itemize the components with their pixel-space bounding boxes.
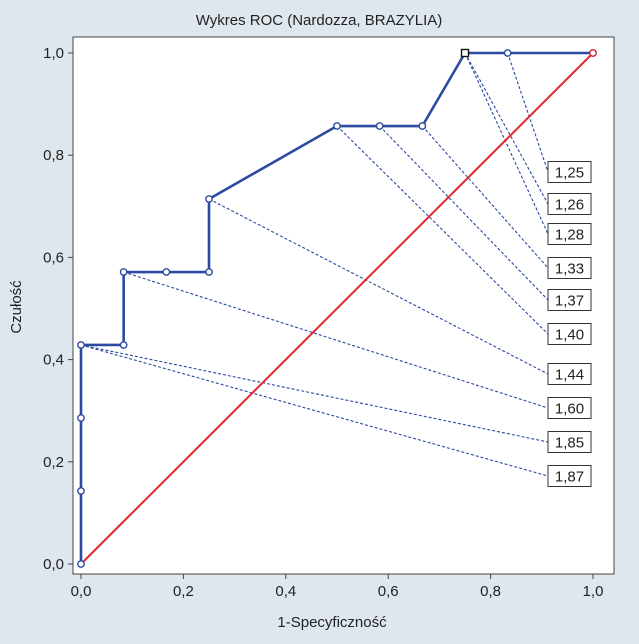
cutoff-label: 1,37 <box>555 293 584 310</box>
cutoff-label: 1,28 <box>555 227 584 244</box>
roc-point <box>77 414 85 422</box>
reference-end-point <box>589 49 597 57</box>
cutoff-label: 1,26 <box>555 197 584 214</box>
roc-point <box>119 268 128 276</box>
cutoff-leader-line <box>464 52 549 205</box>
cutoff-label: 1,44 <box>555 367 584 384</box>
cutoff-leader-lines <box>80 52 549 477</box>
roc-point <box>77 341 85 349</box>
cutoff-leader-line <box>123 271 549 409</box>
cutoff-label-box <box>547 257 592 279</box>
cutoff-leader-line <box>80 344 549 477</box>
cutoff-label-box <box>547 161 592 183</box>
y-tick-label: 0,8 <box>43 147 64 164</box>
x-tick-label: 0,8 <box>480 583 501 600</box>
roc-point <box>162 268 171 276</box>
roc-point <box>77 560 85 568</box>
cutoff-label: 1,40 <box>555 327 584 344</box>
axis-ticks: 0,0 0,2 0,4 0,6 0,8 1,0 0,0 0,2 0,4 0,6 0,8 1,0 <box>43 45 603 600</box>
y-tick-label: 0,2 <box>43 454 64 471</box>
cutoff-label: 1,60 <box>555 401 584 418</box>
cutoff-label-box <box>547 323 592 345</box>
cutoff-labels: 1,25 1,26 1,28 1,33 1,37 1,40 1,44 1,60 1,85 1,87 <box>547 161 592 487</box>
roc-point <box>205 195 213 203</box>
roc-point <box>503 49 512 57</box>
cutoff-leader-line <box>421 125 549 269</box>
cutoff-label-box <box>547 465 592 487</box>
cutoff-leader-line <box>464 52 549 235</box>
roc-point <box>77 487 85 495</box>
y-axis-title: Czułość <box>8 280 25 334</box>
roc-point <box>418 122 427 130</box>
reference-diagonal-line <box>80 52 594 565</box>
cutoff-label: 1,87 <box>555 469 584 486</box>
cutoff-label-box <box>547 397 592 419</box>
y-tick-label: 0,0 <box>43 556 64 573</box>
cutoff-label: 1,25 <box>555 165 584 182</box>
chart-title: Wykres ROC (Nardozza, BRAZYLIA) <box>196 12 443 29</box>
cutoff-leader-line <box>336 125 549 335</box>
y-tick-label: 0,6 <box>43 249 64 266</box>
x-tick-label: 0,6 <box>378 583 399 600</box>
cutoff-label-box <box>547 363 592 385</box>
x-tick-label: 1,0 <box>583 583 604 600</box>
plot-area <box>72 36 615 575</box>
cutoff-leader-line <box>379 125 549 301</box>
x-tick-label: 0,4 <box>275 583 296 600</box>
cutoff-label-box <box>547 223 592 245</box>
roc-point <box>333 122 341 130</box>
roc-point <box>119 341 128 349</box>
selected-cutoff-marker <box>460 48 470 58</box>
cutoff-label: 1,33 <box>555 261 584 278</box>
cutoff-label-box <box>547 289 592 311</box>
cutoff-label-box <box>547 431 592 453</box>
x-tick-label: 0,0 <box>71 583 92 600</box>
roc-point <box>205 268 213 276</box>
roc-point <box>375 122 384 130</box>
cutoff-leader-line <box>507 52 549 173</box>
y-tick-label: 1,0 <box>43 45 64 62</box>
y-tick-label: 0,4 <box>43 352 64 369</box>
cutoff-leader-line <box>208 198 549 375</box>
cutoff-leader-line <box>80 344 549 443</box>
x-tick-label: 0,2 <box>173 583 194 600</box>
cutoff-label: 1,85 <box>555 435 584 452</box>
cutoff-label-box <box>547 193 592 215</box>
x-axis-title: 1-Specyficzność <box>277 614 387 631</box>
roc-points <box>77 48 597 568</box>
